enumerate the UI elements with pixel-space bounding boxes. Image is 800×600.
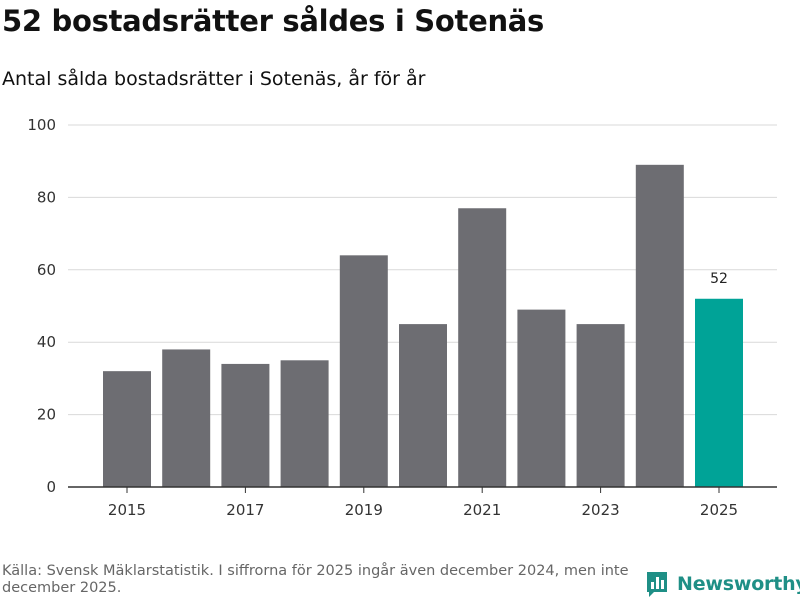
x-tick-label: 2019 (345, 501, 383, 519)
bar-2019 (339, 255, 388, 487)
y-tick-label: 80 (37, 188, 56, 206)
bar-2025 (695, 298, 743, 487)
bar-2016 (162, 349, 211, 487)
chart-subtitle: Antal sålda bostadsrätter i Sotenäs, år … (2, 68, 426, 90)
axes (68, 486, 777, 493)
bar-2022 (517, 309, 566, 487)
chart-title: 52 bostadsrätter såldes i Sotenäs (2, 4, 545, 38)
y-tick-label: 100 (27, 116, 56, 134)
bar-2021 (458, 208, 507, 487)
source-note: Källa: Svensk Mäklarstatistik. I siffror… (2, 563, 629, 596)
y-tick-label: 0 (46, 478, 56, 496)
bar-2015 (103, 371, 151, 487)
data-label-2025: 52 (710, 271, 728, 287)
bar-chart-logo-icon (647, 572, 667, 597)
y-tick-label: 40 (37, 333, 56, 351)
y-tick-label: 60 (37, 261, 56, 279)
x-tick-label: 2021 (463, 501, 501, 519)
x-tick-label: 2015 (108, 501, 146, 519)
bar-2023 (576, 324, 625, 487)
x-tick-label: 2017 (226, 501, 264, 519)
bars (103, 164, 743, 487)
y-tick-label: 20 (37, 406, 56, 424)
bar-2020 (399, 324, 447, 487)
bar-2024 (635, 164, 684, 487)
brand-logo: Newsworthy (645, 568, 800, 600)
brand-name: Newsworthy (677, 573, 800, 595)
x-tick-label: 2023 (582, 501, 620, 519)
bar-chart: 0 20 40 60 80 100 2015 2017 2019 2021 2023 2025 52 (27, 116, 777, 519)
x-tick-label: 2025 (700, 501, 738, 519)
bar-2017 (221, 363, 270, 487)
bar-2018 (280, 360, 329, 487)
labels: 0 20 40 60 80 100 2015 2017 2019 2021 2023 2025 52 (27, 116, 738, 519)
